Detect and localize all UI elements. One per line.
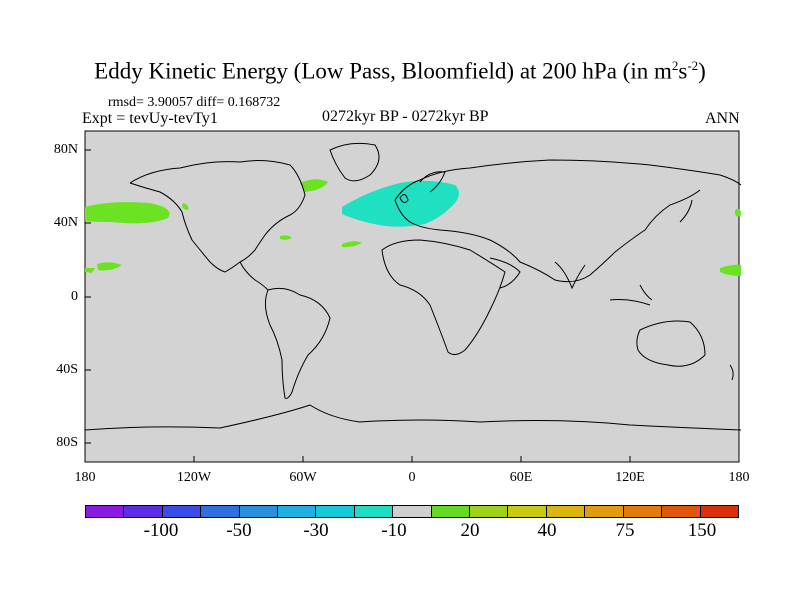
stats-label: rmsd= 3.90057 diff= 0.168732 [108,95,281,110]
axis-ticks [84,149,740,462]
colorbar-label: 150 [687,520,717,541]
lat-label-80n: 80N [53,142,78,157]
colorbar-label: 40 [537,520,557,541]
lat-label-eq: 0 [71,289,78,304]
lat-label-80s: 80S [56,435,78,450]
colorbar-label: -30 [303,520,329,541]
lat-label-40n: 40N [53,215,78,230]
map-title: Eddy Kinetic Energy (Low Pass, Bloomfiel… [94,58,706,84]
colorbar-swatch [316,506,355,517]
colorbar-swatch [700,506,738,517]
colorbar-swatch [393,506,432,517]
colorbar-swatch [662,506,701,517]
coastlines [84,142,742,431]
lon-label-120w: 120W [176,470,212,485]
lon-label-0: 0 [408,470,416,485]
colorbar-swatch [508,506,547,517]
colorbar-swatch [623,506,663,517]
colorbar-swatch [546,506,586,517]
colorbar-label: 75 [615,520,635,541]
colorbar-label: 20 [460,520,480,541]
colorbar-label: -50 [226,520,252,541]
lon-label-180e: 180 [728,470,750,485]
lat-label-40s: 40S [56,362,78,377]
colorbar-swatch [585,506,624,517]
lon-label-60w: 60W [289,470,317,485]
lon-label-180w: 180 [74,470,96,485]
colorbar-swatch [431,506,471,517]
period-label: 0272kyr BP - 0272kyr BP [322,108,489,125]
colorbar [85,505,739,518]
lon-label-120e: 120E [615,470,645,485]
positive-anomaly-regions [85,179,741,276]
colorbar-swatch [162,506,202,517]
season-label: ANN [705,110,740,127]
map-frame [84,130,740,463]
colorbar-swatch [124,506,163,517]
colorbar-swatch [470,506,509,517]
negative-anomaly-region [342,180,459,227]
lon-label-60e: 60E [509,470,533,485]
colorbar-label: -100 [143,520,179,541]
colorbar-swatch [201,506,240,517]
colorbar-label: -10 [381,520,407,541]
colorbar-swatch [86,506,125,517]
colorbar-swatch [354,506,394,517]
experiment-label: Expt = tevUy-tevTy1 [82,110,218,127]
colorbar-swatch [239,506,279,517]
colorbar-swatch [278,506,317,517]
